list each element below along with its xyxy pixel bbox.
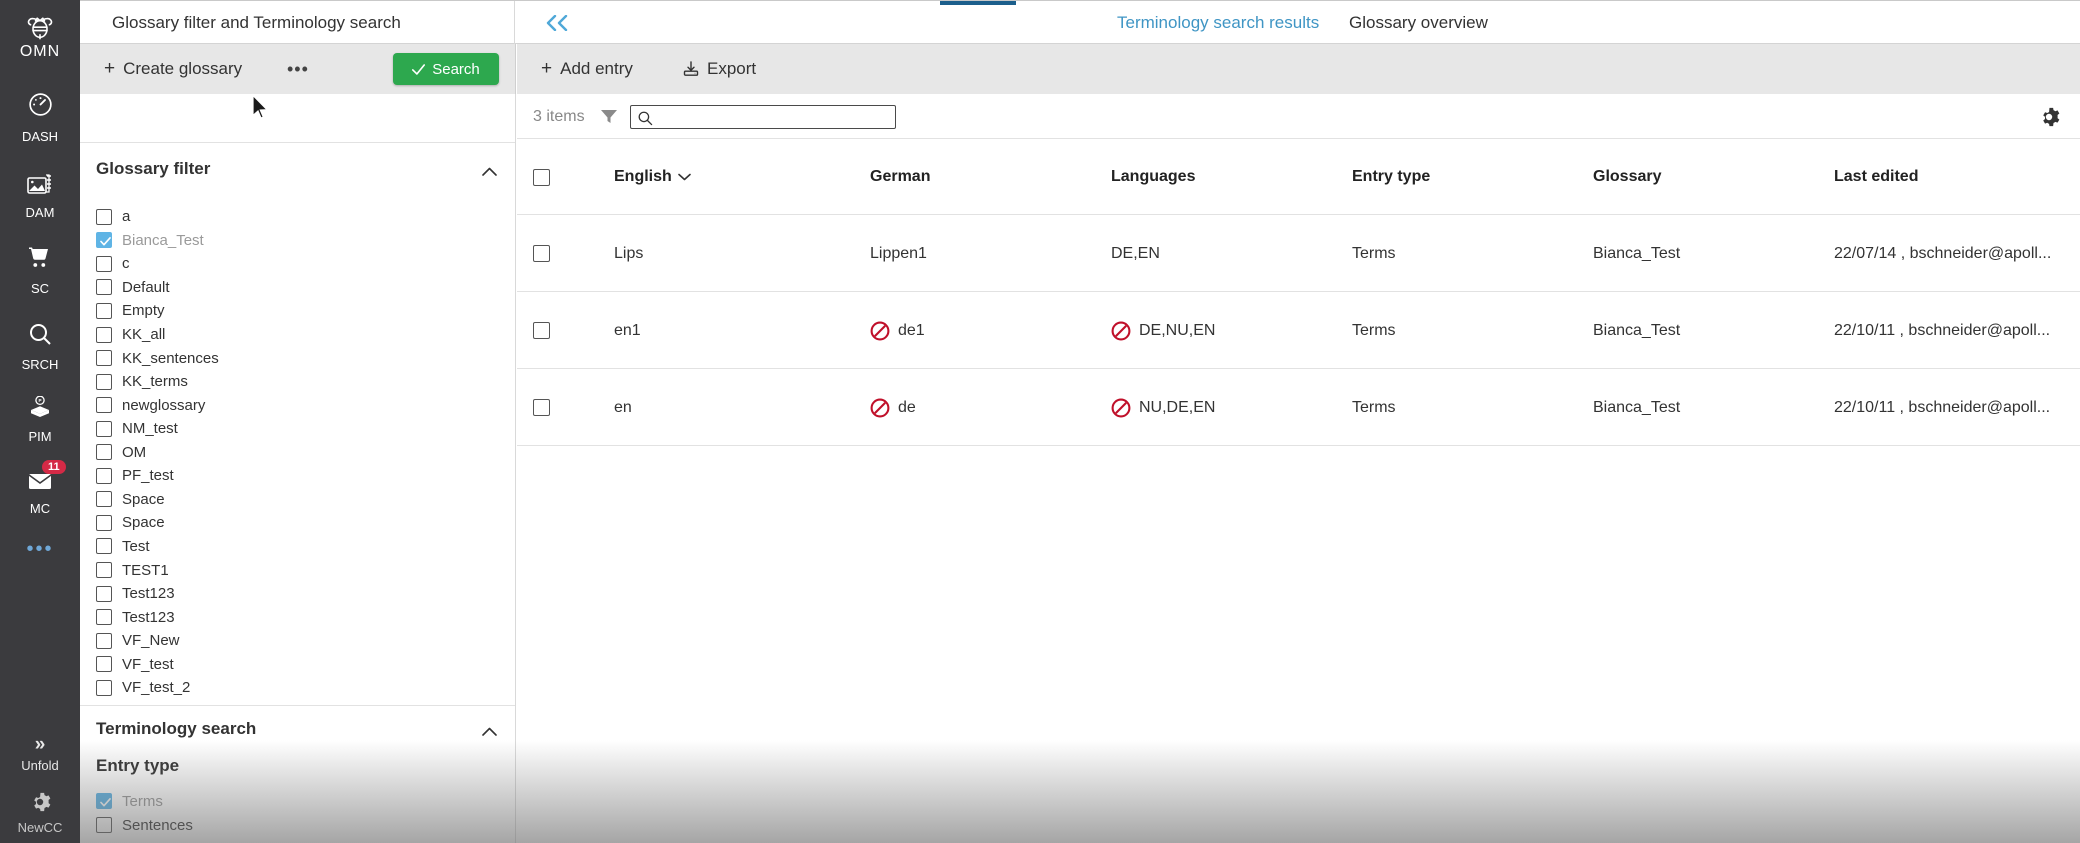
svg-text:P: P: [38, 398, 41, 403]
